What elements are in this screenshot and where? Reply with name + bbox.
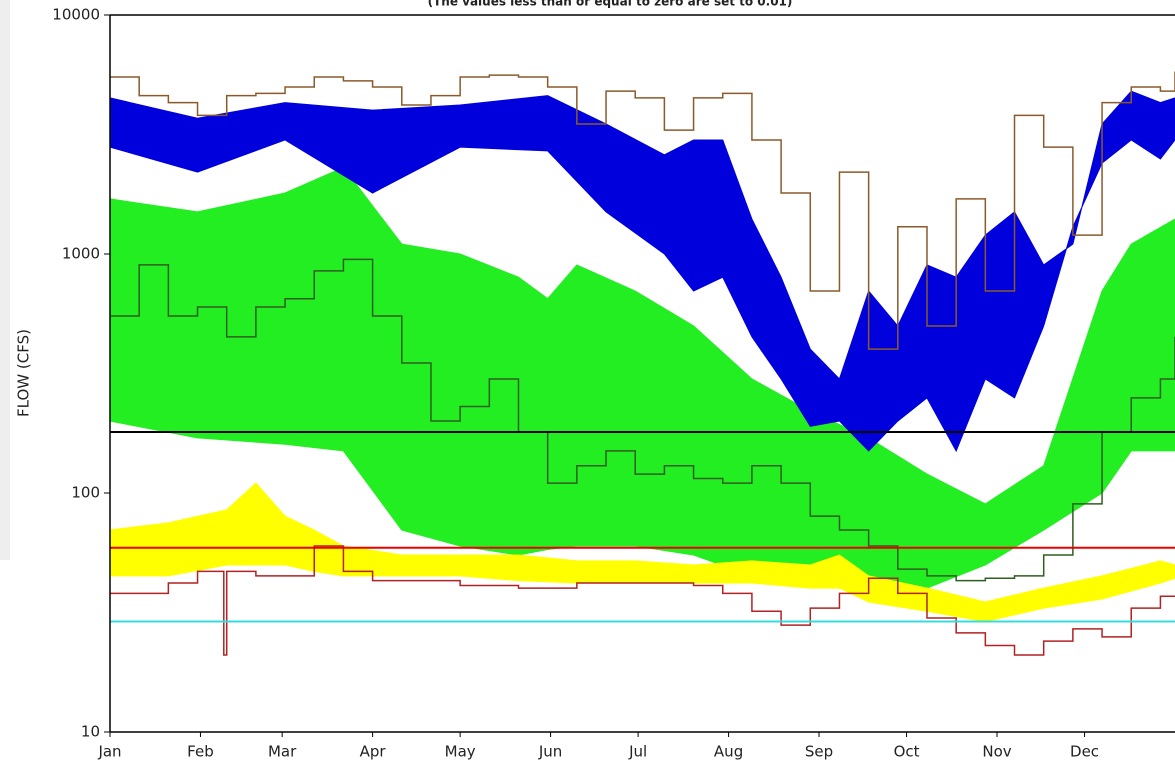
- x-tick-label: Feb: [187, 743, 214, 761]
- x-tick-label: Oct: [894, 743, 920, 761]
- x-tick-label: Dec: [1070, 743, 1099, 761]
- x-tick-label: Jan: [97, 743, 121, 761]
- x-tick-label: May: [445, 743, 476, 761]
- x-tick-label: Sep: [805, 743, 833, 761]
- y-tick-label: 10: [81, 723, 100, 741]
- band: [109, 482, 1175, 622]
- y-axis-label: FLOW (CFS): [15, 329, 33, 417]
- x-tick-label: Apr: [360, 743, 387, 761]
- x-tick-label: Jun: [538, 743, 562, 761]
- band: [109, 90, 1175, 453]
- x-tick-label: Aug: [714, 743, 743, 761]
- y-tick-label: 100: [71, 484, 100, 502]
- step-line: [110, 258, 1175, 582]
- y-tick-label: 1000: [62, 245, 100, 263]
- step-line: [110, 545, 1175, 656]
- step-line: [110, 71, 1175, 350]
- window-edge: [0, 0, 10, 560]
- x-tick-label: Jul: [628, 743, 647, 761]
- band: [109, 166, 1175, 594]
- x-tick-label: Nov: [982, 743, 1011, 761]
- subtitle: (The values less than or equal to zero a…: [428, 0, 793, 9]
- y-tick-label: 10000: [52, 6, 100, 24]
- x-tick-label: Mar: [268, 743, 297, 761]
